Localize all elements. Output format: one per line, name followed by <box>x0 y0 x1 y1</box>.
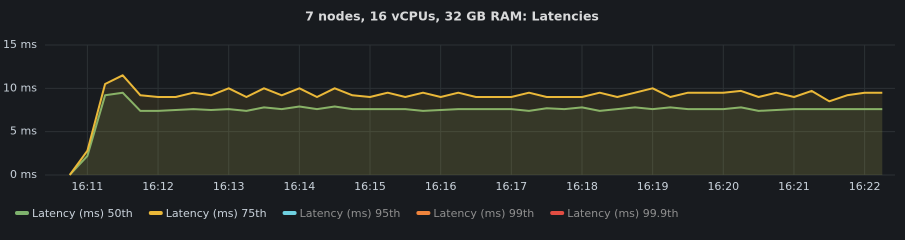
y-tick-label: 5 ms <box>10 125 37 138</box>
x-tick-label: 16:11 <box>72 180 104 193</box>
x-tick-label: 16:22 <box>849 180 881 193</box>
legend-label[interactable]: Latency (ms) 99th <box>433 207 534 220</box>
series-area <box>69 75 883 175</box>
series-area <box>69 92 883 175</box>
panel: 7 nodes, 16 vCPUs, 32 GB RAM: Latencies … <box>0 0 905 232</box>
legend-label[interactable]: Latency (ms) 99.9th <box>567 207 678 220</box>
x-tick-label: 16:15 <box>354 180 386 193</box>
x-tick-label: 16:20 <box>707 180 739 193</box>
x-tick-label: 16:18 <box>566 180 598 193</box>
series-line <box>68 74 883 176</box>
legend-label[interactable]: Latency (ms) 95th <box>300 207 401 220</box>
panel-background <box>0 0 905 232</box>
series-line <box>68 91 883 176</box>
x-tick-label: 16:17 <box>495 180 527 193</box>
y-tick-label: 0 ms <box>10 168 37 181</box>
legend-label[interactable]: Latency (ms) 50th <box>32 207 133 220</box>
y-tick-label: 15 ms <box>3 38 37 51</box>
legend-label[interactable]: Latency (ms) 75th <box>166 207 267 220</box>
x-tick-label: 16:12 <box>142 180 174 193</box>
x-tick-label: 16:19 <box>637 180 669 193</box>
x-tick-label: 16:16 <box>425 180 457 193</box>
x-tick-label: 16:14 <box>284 180 316 193</box>
y-tick-label: 10 ms <box>3 81 37 94</box>
x-tick-label: 16:21 <box>778 180 810 193</box>
panel-title: 7 nodes, 16 vCPUs, 32 GB RAM: Latencies <box>305 9 599 24</box>
x-tick-label: 16:13 <box>213 180 245 193</box>
